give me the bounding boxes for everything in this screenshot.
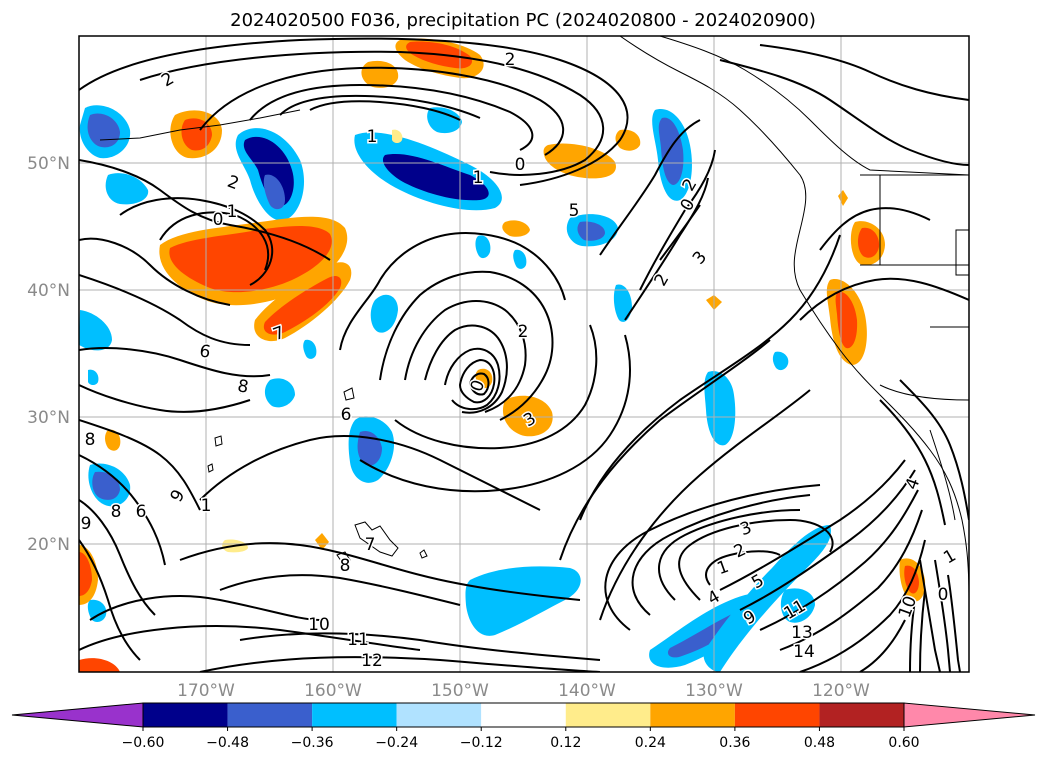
colorbar-tick-label: −0.60 (122, 735, 165, 751)
contour-label: 11 (347, 630, 369, 650)
contour-label: 8 (111, 502, 122, 522)
latitude-labels: 50°N 40°N 30°N 20°N (27, 154, 70, 555)
lon-label-150w: 150°W (431, 681, 489, 701)
colorbar-segment (227, 703, 313, 727)
lon-label-130w: 130°W (685, 681, 743, 701)
lon-label-160w: 160°W (304, 681, 362, 701)
colorbar-segment (819, 703, 904, 727)
contour-label: 1 (201, 496, 212, 516)
colorbar-segment (481, 703, 566, 727)
colorbar-segment (650, 703, 735, 727)
contour-label: 8 (236, 376, 250, 398)
colorbar-tick-label: 0.60 (888, 735, 919, 751)
contour-label: 13 (791, 623, 813, 643)
contour-label: 0 (938, 585, 949, 605)
contour-label: 12 (361, 651, 383, 671)
colorbar-extend-high (903, 702, 1036, 728)
contour-label: 2 (505, 50, 516, 70)
colorbar-segment (565, 703, 651, 727)
contour-label: 14 (793, 642, 815, 662)
map-frame (78, 35, 970, 673)
colorbar-tick-label: 0.36 (719, 735, 750, 751)
contour-label: 10 (308, 615, 330, 635)
colorbar-segment (143, 703, 228, 727)
lat-label-40n: 40°N (27, 281, 70, 301)
lon-label-170w: 170°W (177, 681, 235, 701)
colorbar-tick-label: −0.36 (291, 735, 334, 751)
contour-label: 6 (198, 341, 212, 363)
contour-label: 6 (341, 405, 352, 425)
contour-lines (79, 37, 969, 672)
colorbar-tick-label: 0.48 (804, 735, 835, 751)
colorbar-segment (396, 703, 482, 727)
contour-label: 1 (367, 127, 378, 147)
contour-label: 8 (340, 556, 351, 576)
contour-label: 6 (136, 502, 147, 522)
contour-label: 2 (518, 322, 529, 342)
precip-shading (79, 38, 926, 672)
colorbar-extend-low (11, 702, 144, 728)
longitude-labels: 170°W 160°W 150°W 140°W 130°W 120°W (177, 681, 870, 701)
colorbar-segment (734, 703, 820, 727)
lon-label-120w: 120°W (812, 681, 870, 701)
contour-label: 5 (569, 201, 580, 221)
colorbar-tick-label: 0.12 (550, 735, 581, 751)
contour-label: 8 (85, 430, 96, 450)
lat-label-50n: 50°N (27, 154, 70, 174)
lat-label-30n: 30°N (27, 408, 70, 428)
contour-label: 1 (227, 202, 238, 222)
map-title: 2024020500 F036, precipitation PC (20240… (230, 10, 816, 31)
map-gridlines (79, 36, 969, 672)
colorbar-segment (312, 703, 397, 727)
colorbar-frame (142, 702, 905, 728)
contour-label: 7 (365, 535, 376, 555)
colorbar-tick-label: 0.24 (635, 735, 666, 751)
colorbar-tick-label: −0.12 (460, 735, 503, 751)
contour-label: 0 (515, 155, 526, 175)
lon-label-140w: 140°W (558, 681, 616, 701)
colorbar-tick-label: −0.48 (206, 735, 249, 751)
contour-label: 9 (81, 514, 92, 534)
coastlines (99, 36, 969, 601)
contour-label: 1 (473, 168, 484, 188)
colorbar: −0.60 −0.48 −0.36 −0.24 −0.12 0.12 0.24 0.36 0.4… (11, 702, 1036, 751)
lat-label-20n: 20°N (27, 535, 70, 555)
contour-label: 0 (213, 210, 224, 230)
colorbar-tick-label: −0.24 (375, 735, 418, 751)
